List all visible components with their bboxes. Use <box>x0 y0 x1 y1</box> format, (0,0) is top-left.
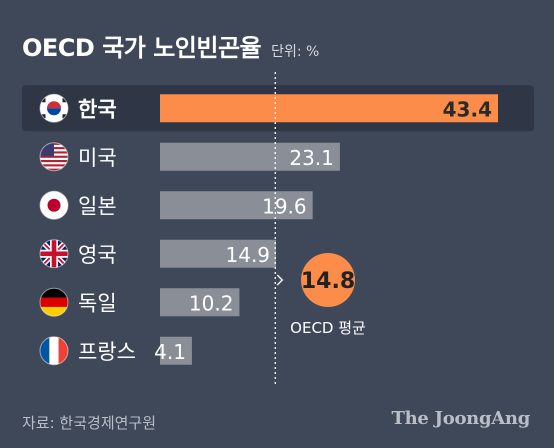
band-gold <box>40 306 68 317</box>
flag-ring <box>39 287 69 317</box>
average-value: 14.8 <box>301 269 355 294</box>
stripe <box>40 164 68 167</box>
value-label: 19.6 <box>262 194 307 218</box>
country-label: 미국 <box>78 146 117 170</box>
chart-row: 일본 19.6 <box>39 190 313 220</box>
flag-ring <box>39 239 69 269</box>
value-label: 23.1 <box>289 146 334 170</box>
value-label: 14.9 <box>226 243 271 267</box>
country-label: 한국 <box>78 97 117 121</box>
flag-ring <box>39 93 69 123</box>
bar <box>160 239 277 268</box>
stripe <box>40 159 68 163</box>
source-note: 자료: 한국경제연구원 <box>22 414 157 432</box>
bar <box>160 94 498 123</box>
bar <box>160 191 313 220</box>
sun-disc <box>47 198 61 212</box>
chart-header: OECD 국가 노인빈곤율 단위: % <box>22 28 319 63</box>
band-red <box>58 336 68 365</box>
brand-logo: The JoongAng <box>391 408 531 429</box>
stripe <box>40 155 68 158</box>
chart-row: 프랑스 4.1 <box>39 336 192 366</box>
value-label: 43.4 <box>443 97 492 121</box>
chart-row: 영국 14.9 <box>39 239 277 269</box>
country-label: 프랑스 <box>78 340 136 364</box>
uk-flag-icon <box>40 239 68 268</box>
band-white <box>49 336 59 365</box>
chart-row: 미국 23.1 <box>39 142 340 172</box>
bar <box>160 288 240 317</box>
band-black <box>40 288 68 298</box>
average-label: OECD 평균 <box>290 319 366 337</box>
country-label: 독일 <box>78 291 117 315</box>
cross-red <box>51 239 57 268</box>
flag-ring <box>39 336 69 366</box>
flag-ring <box>39 190 69 220</box>
bar <box>160 142 340 171</box>
value-label: 4.1 <box>154 340 186 364</box>
taegeuk-bottom <box>47 108 61 116</box>
japan-flag-icon <box>40 191 68 220</box>
value-label: 10.2 <box>189 291 234 315</box>
chart-row: 한국 43.4 <box>22 85 534 132</box>
france-flag-icon <box>40 336 68 365</box>
stripe <box>40 168 68 171</box>
chart-row: 독일 10.2 <box>39 287 240 317</box>
chart-title: OECD 국가 노인빈곤율 <box>22 34 262 62</box>
average-circle <box>301 253 355 307</box>
country-label: 일본 <box>78 194 117 218</box>
taegeuk-top <box>47 101 61 109</box>
band-blue <box>40 336 50 365</box>
band-red <box>40 297 68 307</box>
unit-label: 단위: % <box>271 44 320 60</box>
bar <box>160 336 192 365</box>
average-pointer <box>276 274 284 286</box>
flag-ring <box>39 142 69 172</box>
country-label: 영국 <box>78 243 117 267</box>
germany-flag-icon <box>40 288 68 317</box>
